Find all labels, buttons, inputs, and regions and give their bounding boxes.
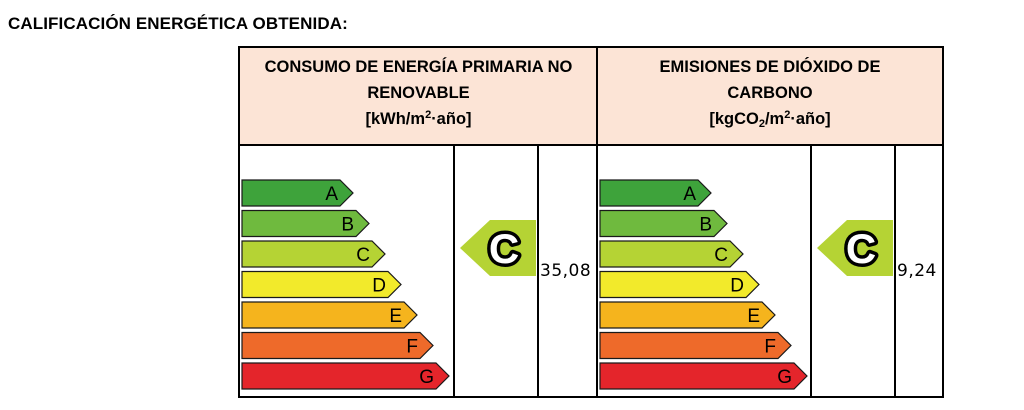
rating-bar-label: A — [683, 184, 696, 205]
rating-bar-a: A — [241, 179, 354, 207]
column-divider — [810, 146, 812, 396]
emissions-title-line-2: CARBONO — [727, 84, 813, 102]
rating-bar-label: F — [406, 337, 418, 358]
column-divider — [453, 146, 455, 396]
rating-bar-label: B — [699, 215, 712, 236]
emissions-value: 9,24 — [897, 261, 937, 281]
consumption-value: 35,08 — [540, 261, 592, 281]
rating-bar-d: D — [241, 270, 402, 299]
consumption-title-line-1: CONSUMO DE ENERGÍA PRIMARIA NO — [264, 58, 573, 76]
consumption-unit: [kWh/m2·año] — [365, 109, 472, 129]
emissions-title-line-1: EMISIONES DE DIÓXIDO DE — [659, 58, 881, 76]
rating-bar-g: G — [241, 362, 450, 390]
energy-consumption-panel: CONSUMO DE ENERGÍA PRIMARIA NO RENOVABLE… — [238, 46, 599, 398]
rating-bar-f: F — [599, 331, 792, 360]
emissions-unit: [kgCO2/m2·año] — [709, 109, 831, 130]
rating-indicator: C — [460, 220, 536, 276]
rating-letter: C — [846, 225, 876, 272]
rating-bar-label: C — [356, 245, 370, 266]
rating-bar-e: E — [599, 301, 776, 329]
rating-bar-g: G — [599, 362, 808, 390]
rating-bar-c: C — [241, 240, 386, 268]
rating-bar-d: D — [599, 270, 760, 299]
emissions-header: EMISIONES DE DIÓXIDO DE CARBONO [kgCO2/m… — [598, 48, 942, 146]
rating-pointer-shape — [460, 220, 536, 276]
rating-bar-b: B — [241, 209, 370, 238]
rating-bar-label: E — [747, 306, 760, 327]
column-divider — [894, 146, 896, 396]
rating-bar-e: E — [241, 301, 418, 329]
rating-bar-label: G — [777, 367, 792, 388]
rating-bar-label: E — [389, 306, 402, 327]
rating-bar-label: B — [341, 215, 354, 236]
co2-emissions-panel: EMISIONES DE DIÓXIDO DE CARBONO [kgCO2/m… — [596, 46, 944, 398]
rating-bar-label: F — [764, 337, 776, 358]
rating-bar-label: D — [730, 276, 744, 297]
rating-bar-f: F — [241, 331, 434, 360]
rating-letter: C — [489, 225, 519, 272]
rating-bar-label: D — [372, 276, 386, 297]
rating-bar-label: A — [325, 184, 338, 205]
rating-bar-label: G — [419, 367, 434, 388]
rating-bar-b: B — [599, 209, 728, 238]
rating-bar-c: C — [599, 240, 744, 268]
rating-indicator: C — [817, 220, 893, 276]
page-title: CALIFICACIÓN ENERGÉTICA OBTENIDA: — [8, 14, 348, 33]
rating-bar-label: C — [714, 245, 728, 266]
column-divider — [537, 146, 539, 396]
rating-bar-a: A — [599, 179, 712, 207]
consumption-title-line-2: RENOVABLE — [367, 84, 470, 102]
rating-pointer-shape — [817, 220, 893, 276]
consumption-header: CONSUMO DE ENERGÍA PRIMARIA NO RENOVABLE… — [240, 48, 597, 146]
